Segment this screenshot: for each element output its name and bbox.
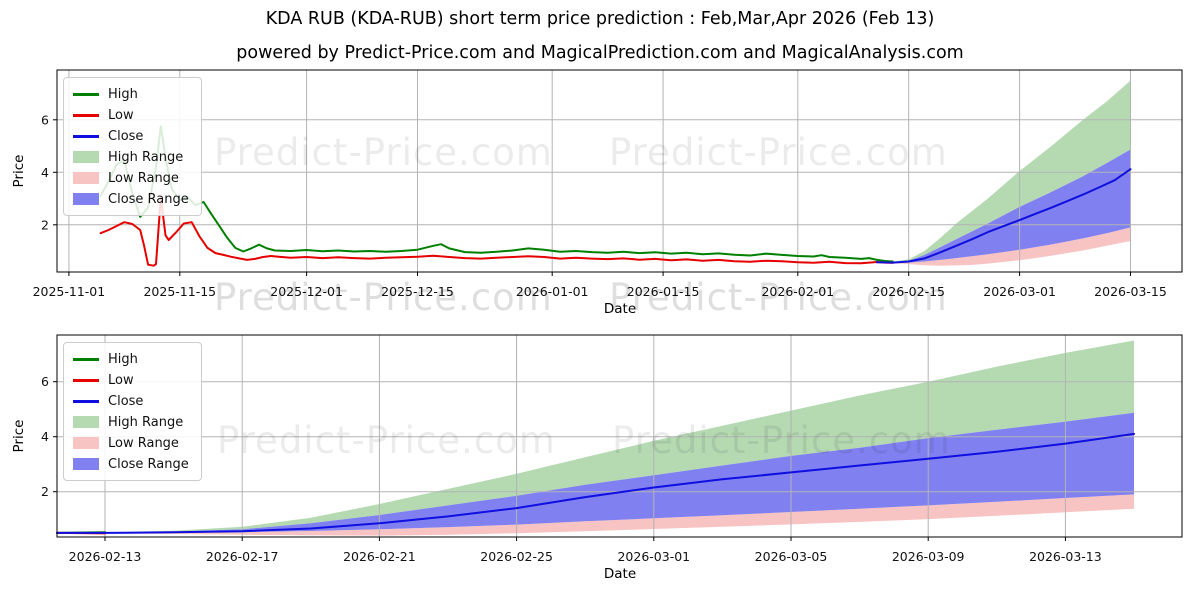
x-tick-label: 2026-01-01	[516, 284, 589, 299]
legend-label: Low Range	[108, 170, 179, 186]
legend-label: Low	[108, 372, 134, 388]
y-tick-label: 6	[41, 112, 49, 127]
legend-band-swatch	[73, 437, 99, 449]
x-tick-label: 2026-03-01	[983, 284, 1056, 299]
high-line	[99, 125, 894, 263]
bottom-chart-legend: High Low Close High Range Low Range Close Ran…	[63, 342, 202, 481]
legend-label: High Range	[108, 149, 184, 165]
legend-label: Close Range	[108, 191, 189, 207]
y-tick-label: 2	[41, 484, 49, 499]
legend-item-low: Low	[73, 106, 189, 124]
top-chart-y-axis-label: Price	[11, 154, 27, 188]
x-tick-label: 2025-12-15	[381, 284, 454, 299]
x-tick-label: 2026-03-09	[892, 549, 965, 564]
top-chart-x-axis-label: Date	[603, 301, 637, 317]
low-range-band	[892, 227, 1131, 266]
x-tick-label: 2026-02-17	[206, 549, 279, 564]
high-range-band	[892, 80, 1131, 262]
legend-item-low: Low	[73, 371, 189, 389]
legend-item-close: Close	[73, 392, 189, 410]
legend-item-close: Close	[73, 127, 189, 145]
y-tick-label: 6	[41, 374, 49, 389]
legend-line-swatch	[73, 113, 99, 117]
legend-label: Low Range	[108, 435, 179, 451]
forecast-detail-chart: 2026-02-13 2026-02-17 2026-02-21 2026-02-25…	[41, 334, 1183, 564]
x-tick-label: 2026-02-15	[872, 284, 945, 299]
legend-line-swatch	[73, 92, 99, 96]
plot-border	[56, 69, 1183, 273]
legend-label: Low	[108, 107, 134, 123]
legend-label: Close Range	[108, 456, 189, 472]
history-and-forecast-chart: 2025-11-01 2025-11-15 2025-12-01 2025-12-15…	[33, 69, 1183, 299]
legend-item-low-range: Low Range	[73, 169, 189, 187]
x-tick-label: 2026-02-21	[343, 549, 416, 564]
x-tick-label: 2026-03-13	[1029, 549, 1102, 564]
x-tick-label: 2025-12-01	[270, 284, 343, 299]
legend-band-swatch	[73, 151, 99, 163]
x-tick-label: 2026-02-13	[69, 549, 142, 564]
legend-band-swatch	[73, 193, 99, 205]
legend-band-swatch	[73, 416, 99, 428]
close-line	[876, 168, 1132, 264]
legend-item-high-range: High Range	[73, 413, 189, 431]
x-tick-label: 2026-01-15	[627, 284, 700, 299]
y-tick-label: 2	[41, 217, 49, 232]
low-line	[99, 196, 894, 267]
legend-item-high: High	[73, 350, 189, 368]
legend-label: High	[108, 86, 138, 102]
legend-item-low-range: Low Range	[73, 434, 189, 452]
bottom-chart-y-axis-label: Price	[11, 419, 27, 453]
legend-label: High Range	[108, 414, 184, 430]
legend-label: Close	[108, 393, 144, 409]
legend-band-swatch	[73, 172, 99, 184]
x-tick-label: 2026-03-15	[1094, 284, 1167, 299]
close-line	[56, 432, 1135, 534]
legend-item-close-range: Close Range	[73, 455, 189, 473]
x-tick-label: 2026-03-05	[755, 549, 828, 564]
close-range-band	[105, 412, 1134, 534]
legend-label: High	[108, 351, 138, 367]
legend-label: Close	[108, 128, 144, 144]
close-range-band	[892, 149, 1131, 264]
legend-item-high: High	[73, 85, 189, 103]
legend-band-swatch	[73, 458, 99, 470]
x-tick-label: 2025-11-15	[143, 284, 216, 299]
legend-line-swatch	[73, 134, 99, 138]
x-tick-label: 2026-02-25	[480, 549, 553, 564]
page-title: KDA RUB (KDA-RUB) short term price predi…	[265, 9, 935, 29]
legend-line-swatch	[73, 399, 99, 403]
page-subtitle: powered by Predict-Price.com and Magical…	[236, 43, 964, 63]
legend-line-swatch	[73, 357, 99, 361]
y-tick-label: 4	[41, 165, 49, 180]
x-tick-label: 2026-03-01	[617, 549, 690, 564]
plot-border	[56, 334, 1183, 538]
x-tick-label: 2026-02-01	[761, 284, 834, 299]
top-chart-legend: High Low Close High Range Low Range Close Ran…	[63, 77, 202, 216]
x-tick-label: 2025-11-01	[33, 284, 106, 299]
y-tick-label: 4	[41, 429, 49, 444]
legend-item-close-range: Close Range	[73, 190, 189, 208]
legend-item-high-range: High Range	[73, 148, 189, 166]
legend-line-swatch	[73, 378, 99, 382]
bottom-chart-x-axis-label: Date	[603, 566, 637, 582]
